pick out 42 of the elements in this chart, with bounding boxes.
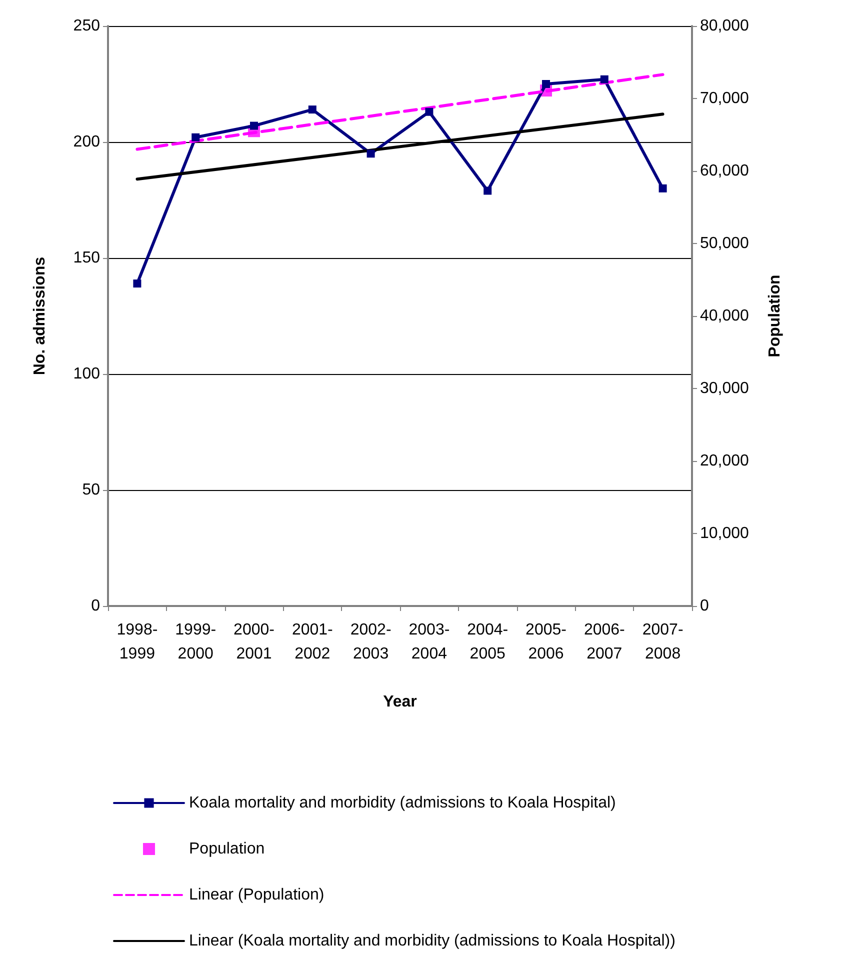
x-tick-label: 2007-2008 [642,622,684,662]
y-tick-label: 150 [73,250,100,266]
x-tick-label: 2003-2004 [408,622,450,662]
point [133,280,142,288]
point [308,106,316,114]
x-tick-label: 2005-2006 [526,622,566,662]
x-axis-title: Year [383,694,417,710]
y-tick-label: 50 [82,482,100,498]
x-tick-label: 1998-1999 [116,622,158,662]
x-tick-label: 2000-2001 [234,622,274,662]
y2-tick-label: 80,000 [700,18,750,34]
legend-label: Population [189,840,265,858]
y2-tick-label: 30,000 [700,380,750,397]
y-tick-label: 200 [73,134,100,150]
x-tick-label: 2002-2003 [350,622,392,662]
legend-label: Linear (Koala mortality and morbidity (admissions to Koala Hospital)) [189,932,676,950]
point [366,150,375,158]
y2-tick-label: 70,000 [700,90,750,107]
point [600,75,608,84]
legend-label: Linear (Population) [189,886,324,904]
point [192,133,200,142]
y2-tick-label: 50,000 [700,235,750,252]
y2-tick-label: 0 [700,598,709,614]
point [658,184,667,192]
y2-tick-label: 40,000 [700,308,750,324]
y2-tick-label: 10,000 [700,525,750,542]
y-tick-label: 0 [91,598,100,614]
x-tick-label: 2001-2002 [292,622,333,662]
y-tick-label: 100 [73,366,100,382]
point [542,80,550,88]
y2-tick-label: 60,000 [700,162,750,180]
legend-label: Koala mortality and morbidity (admissions to Koala Hospital) [189,794,616,812]
y-tick-label: 250 [73,18,100,34]
x-tick-label: 2006-2007 [584,622,625,662]
x-tick-label: 2004-2005 [467,622,508,662]
point [425,108,434,116]
y-axis-title: No. admissions [32,256,48,376]
point [250,122,258,130]
y2-tick-label: 20,000 [700,452,750,470]
x-tick-label: 1999-2000 [175,622,216,662]
point [484,186,492,195]
y2-axis-title: Population [766,274,784,358]
